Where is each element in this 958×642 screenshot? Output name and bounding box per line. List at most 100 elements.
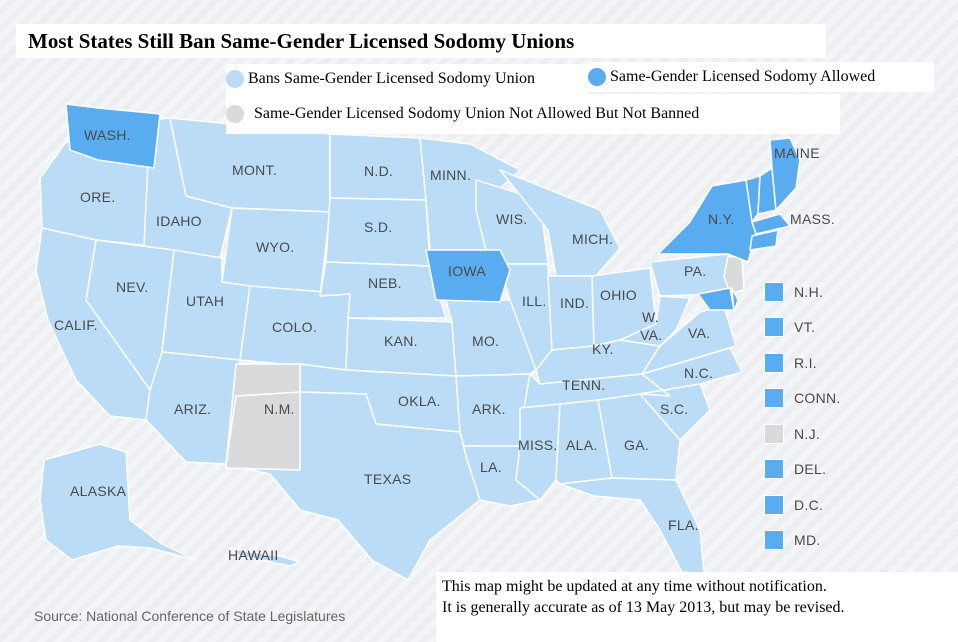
- state-label-ariz: ARIZ.: [174, 401, 211, 417]
- state-label-idaho: IDAHO: [156, 213, 202, 229]
- state-label-sc: S.C.: [660, 401, 688, 417]
- state-maine: [769, 137, 801, 211]
- small-state-item: VT.: [764, 310, 884, 346]
- legend-banned-swatch: [226, 70, 244, 88]
- state-label-nc: N.C.: [684, 365, 713, 381]
- state-label-alaska: ALASKA: [70, 483, 127, 499]
- state-label-sd: S.D.: [364, 219, 392, 235]
- small-state-item: DEL.: [764, 452, 884, 488]
- update-note-line-2: It is generally accurate as of 13 May 20…: [442, 599, 845, 616]
- small-state-item: N.J.: [764, 416, 884, 452]
- state-label-wva: W.: [642, 309, 659, 325]
- legend-neither: Same-Gender Licensed Sodomy Union Not Al…: [226, 94, 840, 134]
- small-state-swatch: [764, 317, 784, 338]
- state-label-nm: N.M.: [264, 401, 295, 417]
- state-label-ind: IND.: [560, 295, 589, 311]
- state-hawaii: [229, 547, 301, 567]
- small-state-label: N.J.: [794, 425, 821, 442]
- small-state-swatch: [764, 459, 784, 480]
- small-state-swatch: [764, 423, 784, 444]
- small-state-label: R.I.: [794, 354, 817, 371]
- state-virginia: [641, 305, 737, 375]
- state-label-ohio: OHIO: [600, 287, 637, 303]
- small-state-item: CONN.: [764, 381, 884, 417]
- state-label-ga: GA.: [624, 437, 649, 453]
- state-label-ny: N.Y.: [708, 211, 735, 227]
- state-label-hawaii: HAWAII: [228, 547, 279, 563]
- source-credit: Source: National Conference of State Leg…: [34, 608, 346, 624]
- legend-allowed: Same-Gender Licensed Sodomy Allowed: [588, 62, 934, 92]
- state-connecticut-ri: [749, 229, 779, 251]
- small-state-label: MD.: [794, 532, 821, 549]
- map-title: Most States Still Ban Same-Gender Licens…: [16, 24, 826, 58]
- state-label-ky: KY.: [592, 341, 614, 357]
- state-iowa: [425, 249, 511, 303]
- legend-allowed-swatch: [588, 68, 606, 86]
- state-label-mass: MASS.: [790, 211, 835, 227]
- small-state-label: VT.: [794, 319, 816, 336]
- state-west-virginia: [619, 295, 691, 347]
- state-label-colo: COLO.: [272, 319, 317, 335]
- small-states-legend: N.H. VT. R.I. CONN. N.J. DEL. D.C. MD.: [764, 274, 884, 558]
- state-label-la: LA.: [480, 459, 502, 475]
- small-state-label: DEL.: [794, 461, 827, 478]
- update-note-line-1: This map might be updated at any time wi…: [442, 578, 827, 595]
- state-california: [35, 227, 151, 421]
- state-label-wash: WASH.: [84, 127, 131, 143]
- state-label-utah: UTAH: [186, 293, 224, 309]
- legend-neither-swatch: [226, 105, 244, 123]
- state-label-wis: WIS.: [496, 211, 528, 227]
- state-label-ill: ILL.: [522, 293, 547, 309]
- state-delaware: [731, 287, 739, 313]
- state-label-va: VA.: [688, 325, 710, 341]
- small-state-label: D.C.: [794, 496, 824, 513]
- state-indiana: [547, 275, 595, 351]
- state-label-ore: ORE.: [80, 189, 115, 205]
- state-label-miss: MISS.: [518, 437, 558, 453]
- state-label-ala: ALA.: [566, 437, 598, 453]
- state-label-calif: CALIF.: [54, 317, 98, 333]
- state-label-wva2: VA.: [640, 327, 662, 343]
- state-shapes: [35, 103, 801, 581]
- state-arizona: [145, 351, 241, 465]
- small-state-label: CONN.: [794, 390, 841, 407]
- state-new-mexico: [225, 363, 301, 471]
- state-label-maine: MAINE: [774, 145, 820, 161]
- state-washington: [65, 103, 161, 169]
- legend-banned-label: Bans Same-Gender Licensed Sodomy Union: [248, 70, 536, 87]
- state-georgia: [597, 393, 681, 481]
- state-label-neb: NEB.: [368, 275, 402, 291]
- state-label-mo: MO.: [472, 333, 499, 349]
- small-state-swatch: [764, 494, 784, 515]
- small-state-item: MD.: [764, 523, 884, 559]
- legend-allowed-label: Same-Gender Licensed Sodomy Allowed: [610, 68, 876, 85]
- state-label-wyo: WYO.: [256, 239, 295, 255]
- small-state-item: N.H.: [764, 274, 884, 310]
- state-massachusetts: [751, 213, 791, 235]
- small-state-label: N.H.: [794, 283, 824, 300]
- update-note: This map might be updated at any time wi…: [436, 572, 958, 642]
- state-label-nev: NEV.: [116, 279, 149, 295]
- state-label-tenn: TENN.: [562, 377, 606, 393]
- state-label-pa: PA.: [684, 263, 706, 279]
- small-state-swatch: [764, 530, 784, 551]
- state-label-mich: MICH.: [572, 231, 613, 247]
- small-state-item: D.C.: [764, 487, 884, 523]
- small-state-swatch: [764, 388, 784, 409]
- state-label-kan: KAN.: [384, 333, 418, 349]
- legend-banned: Bans Same-Gender Licensed Sodomy Union: [226, 64, 588, 94]
- state-new-york: [657, 179, 757, 263]
- state-label-minn: MINN.: [430, 167, 471, 183]
- state-label-fla: FLA.: [668, 517, 699, 533]
- state-label-nd: N.D.: [364, 163, 393, 179]
- small-state-swatch: [764, 281, 784, 302]
- state-michigan: [499, 169, 621, 277]
- state-labels: WASH. ORE. IDAHO MONT. WYO. NEV. UTAH CO…: [54, 127, 835, 563]
- state-label-iowa: IOWA: [448, 263, 486, 279]
- state-alaska: [39, 443, 197, 561]
- small-state-swatch: [764, 352, 784, 373]
- state-label-ark: ARK.: [472, 401, 506, 417]
- state-label-okla: OKLA.: [398, 393, 441, 409]
- legend-neither-label: Same-Gender Licensed Sodomy Union Not Al…: [254, 105, 700, 122]
